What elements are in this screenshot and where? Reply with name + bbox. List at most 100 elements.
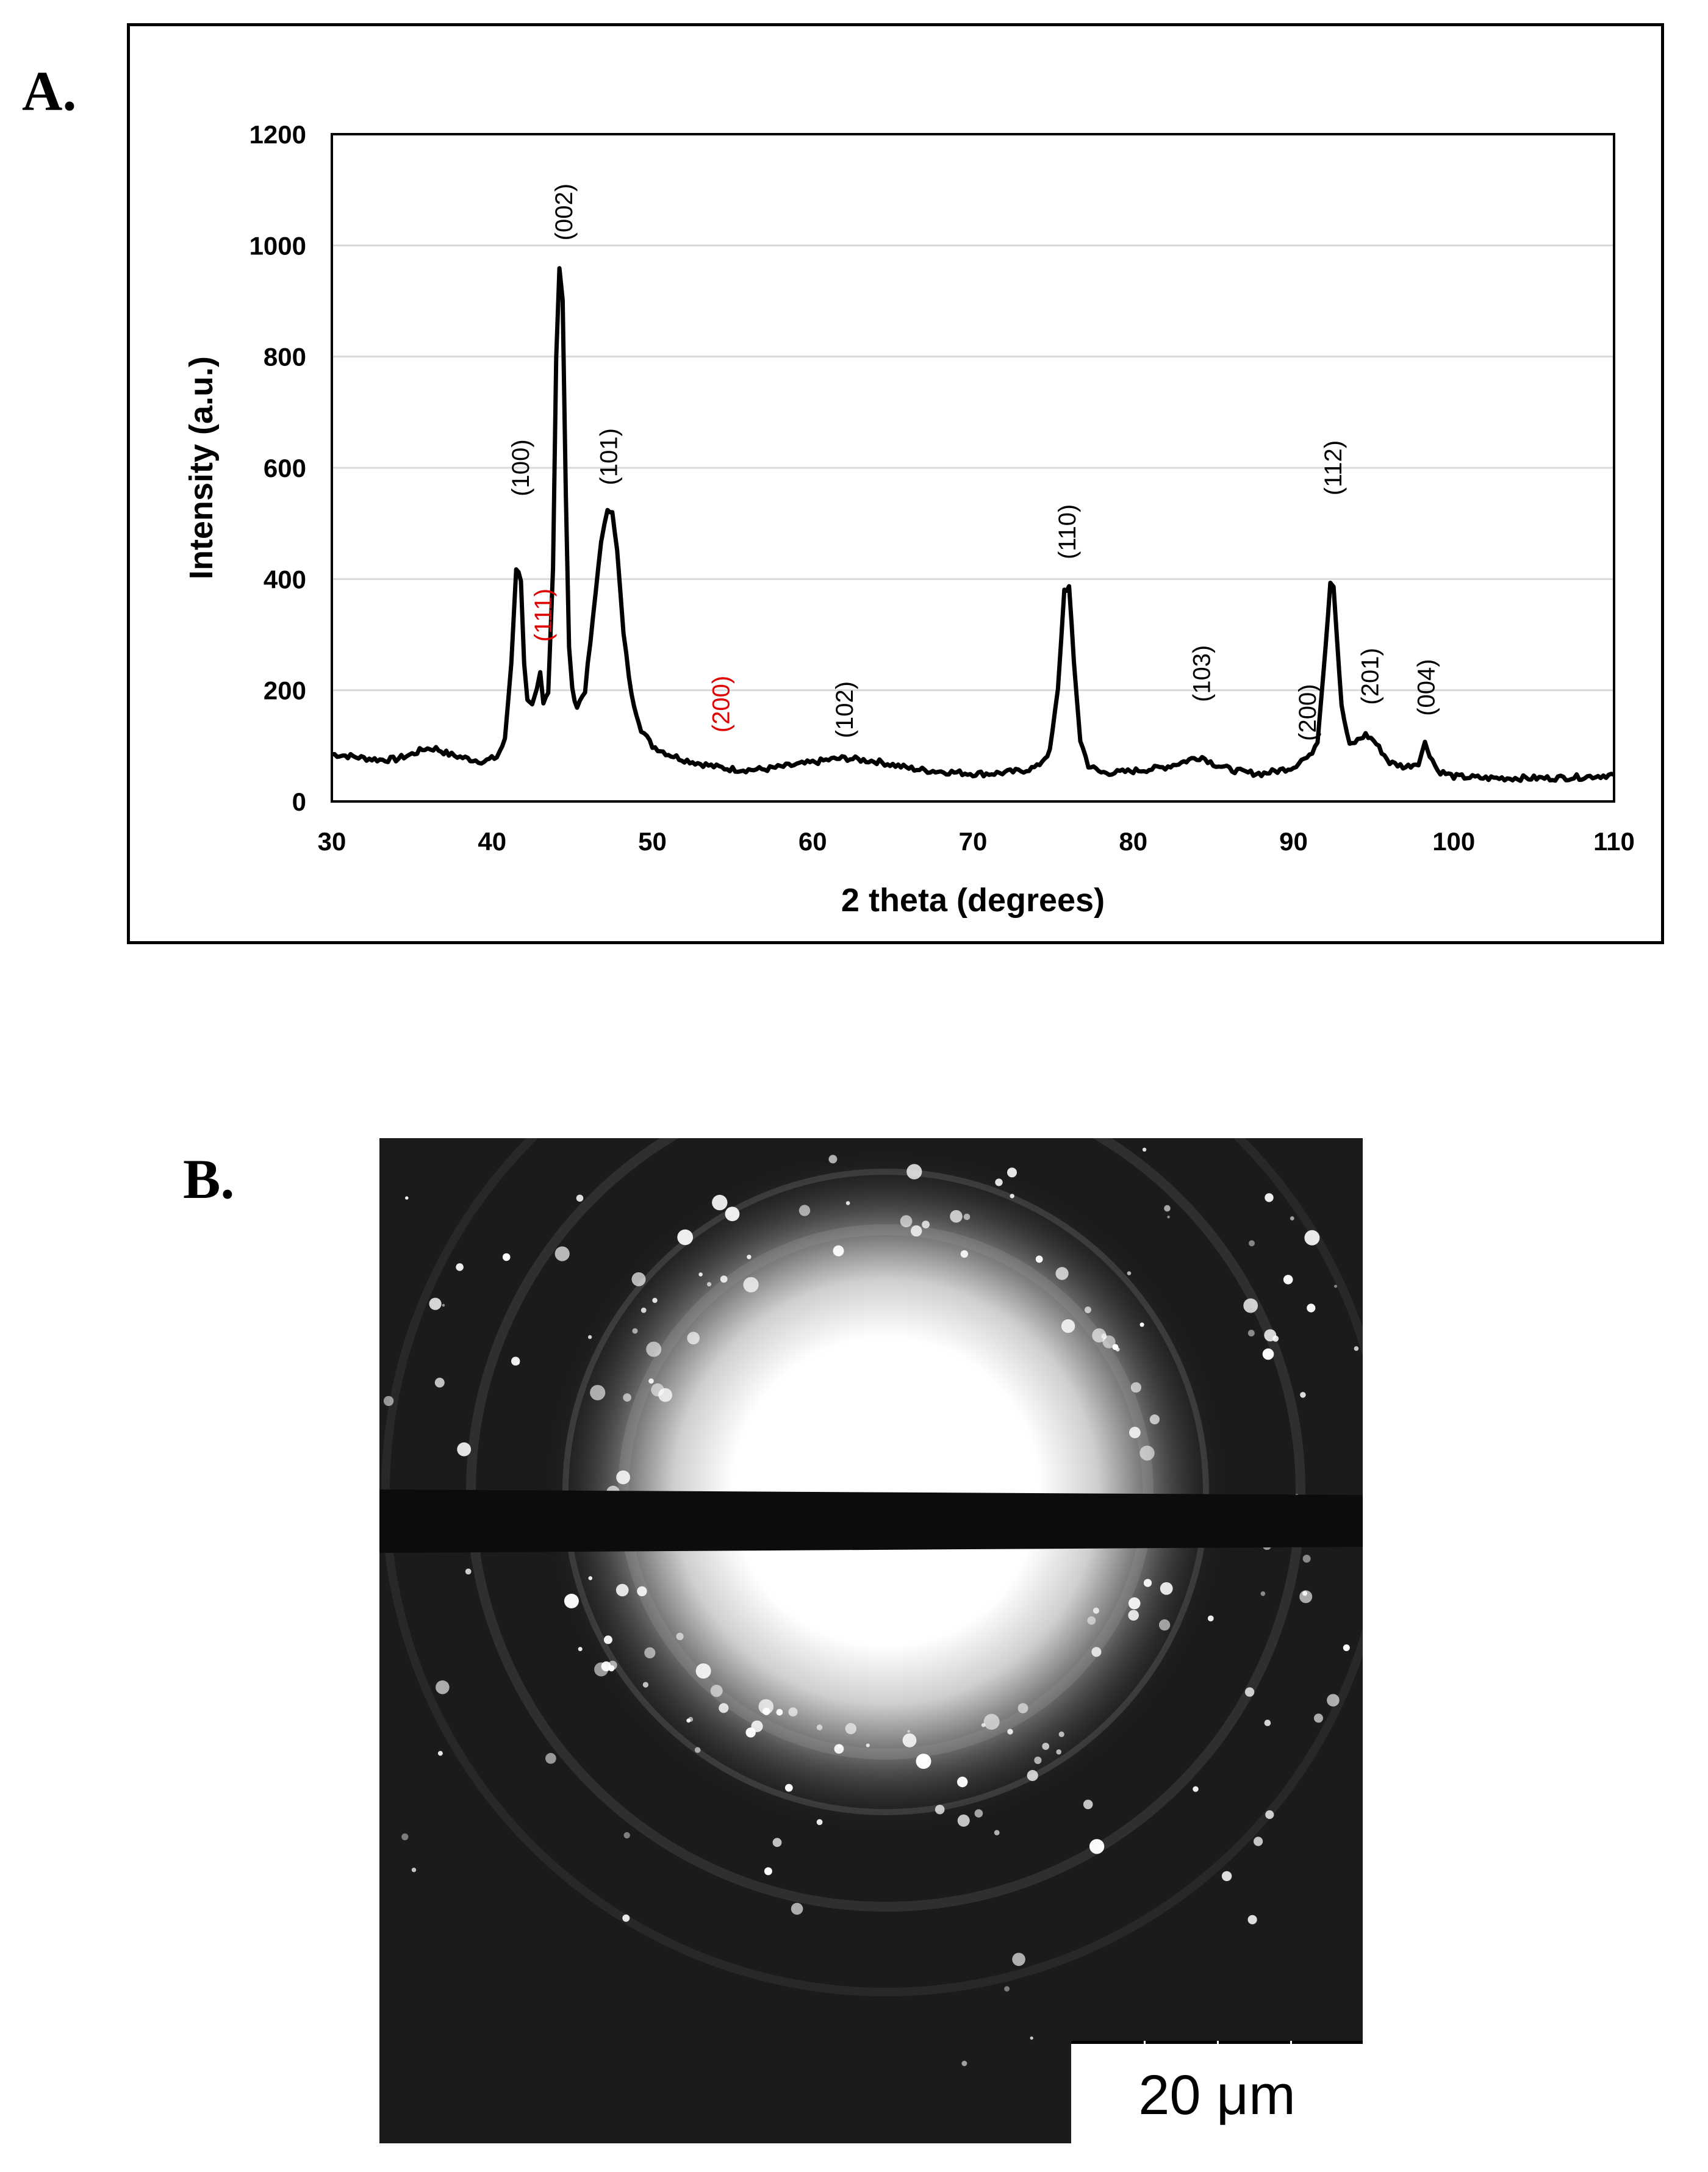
scale-bar-tick [1290,2041,1292,2044]
plot-area [331,133,1615,803]
diffraction-spot [957,1776,968,1788]
peak-label: (201) [1357,648,1384,704]
diffraction-spot [1254,1837,1263,1846]
diffraction-spot [957,1814,970,1827]
diffraction-spot [994,1830,1000,1835]
diffraction-spot [1010,1194,1014,1199]
diffraction-spot [622,1914,630,1922]
diffraction-spot [1272,1335,1279,1342]
diffraction-spot [1061,1319,1075,1333]
y-tick-label: 0 [292,787,306,816]
diffraction-spot [590,1385,606,1400]
peak-label: (100) [508,439,534,496]
scale-bar: 20 μm [1071,2041,1363,2143]
diffraction-spot [712,1194,728,1211]
diffraction-spot [776,1708,783,1716]
diffraction-spot [383,1396,394,1407]
diffraction-spot [1247,1915,1257,1924]
diffraction-spot [677,1229,694,1245]
diffraction-spot [900,1215,913,1228]
central-glow [544,1150,1227,1833]
diffraction-spot [1042,1743,1050,1750]
x-tick-label: 90 [1279,827,1308,856]
diffraction-spot [725,1206,740,1222]
x-tick-label: 100 [1432,827,1475,856]
diffraction-spot [1083,1799,1093,1810]
diffraction-spot [1283,1275,1293,1285]
diffraction-spot [648,1378,654,1384]
diffraction-spot [1302,1555,1311,1563]
diffraction-spot [1249,1240,1255,1247]
diffraction-spot [791,1902,803,1915]
diffraction-spot [772,1838,782,1848]
diffraction-spot [434,1377,445,1388]
x-tick-label: 60 [798,827,827,856]
scale-bar-label: 20 μm [1138,2064,1296,2126]
diffraction-spot [706,1281,712,1287]
diffraction-spot [616,1470,630,1485]
diffraction-spot [1139,1322,1144,1327]
diffraction-spot [1164,1205,1171,1212]
diffraction-spot [788,1707,798,1717]
diffraction-spot [816,1819,823,1826]
peak-label: (200) [708,676,734,733]
diffraction-spot [601,1661,611,1672]
diffraction-spot [1130,1382,1141,1393]
diffraction-spot [1262,1348,1274,1360]
diffraction-spot [1034,1756,1042,1765]
diffraction-spot [1012,1952,1025,1966]
diffraction-spot [764,1867,772,1876]
diffraction-spot [1027,1769,1038,1782]
diffraction-spot [576,1194,584,1202]
diffraction-spot [642,1682,648,1688]
diffraction-spot [1354,1346,1359,1351]
peak-label: (002) [551,184,578,240]
y-tick-label: 1000 [249,231,306,260]
diffraction-spot [719,1703,729,1713]
diffraction-spot [1244,1687,1255,1697]
diffraction-spot [1058,1731,1064,1737]
diffraction-spot [1017,1703,1028,1713]
diffraction-spot [1142,1147,1147,1152]
diffraction-spot [950,1210,963,1223]
diffraction-spot [437,1751,443,1756]
x-tick-label: 40 [478,827,506,856]
diffraction-spot [578,1647,583,1652]
y-tick-label: 800 [264,343,306,371]
diffraction-spot [1265,1810,1274,1819]
diffraction-spot [745,1727,756,1738]
diffraction-spot [935,1804,945,1815]
diffraction-spot [1102,1335,1116,1349]
diffraction-spot [588,1576,593,1580]
diffraction-spot [845,1722,856,1735]
diffraction-spot [1007,1729,1013,1735]
diffraction-spot [623,1832,630,1839]
diffraction-spot [906,1164,922,1180]
diffraction-spot [866,1743,870,1747]
diffraction-spot [784,1783,793,1792]
diffraction-spot [644,1647,656,1658]
diffraction-spot [465,1568,472,1575]
diffraction-spot [1300,1392,1306,1398]
diffraction-spot [554,1246,570,1261]
diffraction-spot [960,1250,969,1258]
diffraction-spot [1304,1230,1320,1245]
diffraction-spot [564,1593,579,1608]
diffraction-spot [1089,1839,1105,1854]
diffraction-spot [442,1303,445,1307]
diffraction-spot [924,1757,928,1762]
diffraction-spot [615,1583,629,1597]
diffraction-spot [640,1307,647,1313]
diffraction-spot [963,1213,971,1220]
diffraction-spot [401,1833,409,1841]
x-tick-label: 50 [638,827,667,856]
peak-label: (102) [831,681,858,738]
x-tick-label: 80 [1119,827,1147,856]
diffraction-spot [1092,1328,1107,1342]
diffraction-spot [1085,1306,1091,1313]
diffraction-spot [816,1724,823,1730]
diffraction-spot [632,1328,638,1334]
diffraction-spot [436,1680,450,1694]
diffraction-spot [623,1393,631,1402]
series-line-xrd [331,266,1615,783]
